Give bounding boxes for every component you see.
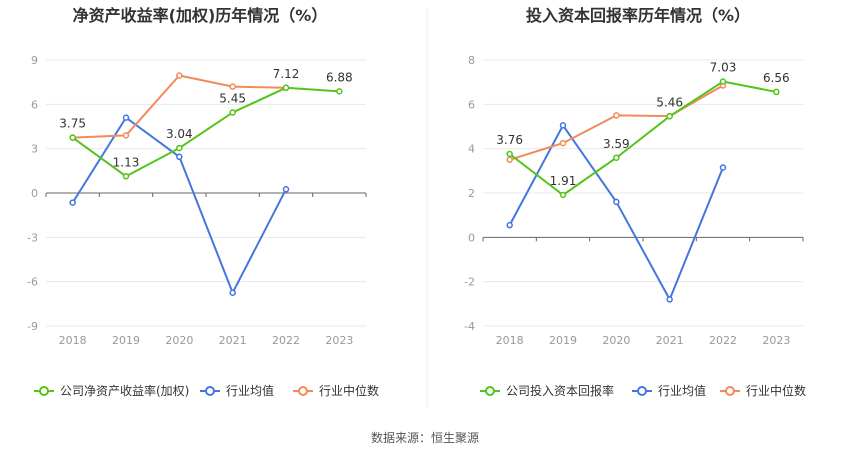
legend-swatch-marker [39,386,49,396]
series-point [69,134,76,141]
y-tick-label: 0 [31,187,38,200]
series-point [559,191,567,199]
data-label: 6.56 [763,71,790,85]
x-tick-label: 2018 [496,334,524,347]
x-tick-label: 2023 [762,334,790,347]
series-point [176,72,183,79]
y-tick-label: 9 [31,54,38,67]
y-tick-label: 6 [31,98,38,111]
data-label: 6.88 [326,70,353,84]
legend-swatch-marker [205,386,215,396]
series-point [506,150,513,158]
y-tick-label: 8 [468,54,475,67]
series-point [773,88,780,96]
legend-label: 公司投入资本回报率 [506,383,614,398]
data-label: 3.75 [59,117,86,131]
series-point [666,296,673,303]
series-point [559,139,567,147]
series-point [506,156,513,163]
series-point [229,83,236,90]
legend-swatch-marker [725,386,735,396]
x-tick-label: 2021 [219,334,247,347]
series-point [613,112,620,119]
x-tick-label: 2018 [59,334,87,347]
series-point [506,221,513,229]
x-tick-label: 2022 [272,334,300,347]
series-point [613,154,620,162]
legend-swatch-marker [637,386,647,396]
legend-label: 行业中位数 [746,383,806,398]
series-point [666,113,673,120]
legend-swatch-marker [298,386,308,396]
y-tick-label: -9 [27,320,38,333]
x-tick-label: 2021 [656,334,684,347]
data-label: 5.46 [656,95,683,109]
series-point [282,84,290,92]
series-point [122,132,130,139]
series-point [336,88,343,95]
data-label: 1.91 [550,174,577,188]
legend-label: 公司净资产收益率(加权) [60,383,189,398]
y-tick-label: -2 [464,276,475,289]
series-point [282,186,290,193]
x-tick-label: 2020 [602,334,630,347]
series-point [719,78,727,85]
x-tick-label: 2020 [165,334,193,347]
y-tick-label: 0 [468,231,475,244]
chart-1: 净资产收益率(加权)历年情况（%） 9 6 3 0 -3 -6 -9 2018 2019 2020 2… [27,6,379,398]
y-tick-label: 3 [31,143,38,156]
series-line [509,80,777,197]
series-point [613,198,620,206]
x-tick-label: 2019 [112,334,140,347]
y-tick-label: 6 [468,98,475,111]
legend-swatch-marker [485,386,495,396]
y-tick-label: -3 [27,231,38,244]
series-point [122,114,130,121]
series-point [229,109,236,116]
data-label: 3.04 [166,127,193,141]
legend-label: 行业均值 [658,383,706,398]
series-line [71,116,287,296]
series-point [719,164,727,171]
series-point [559,122,567,129]
y-tick-label: -6 [27,276,38,289]
data-label: 3.59 [603,137,630,151]
series-point [176,153,183,161]
y-tick-label: -4 [464,320,475,333]
data-label: 7.12 [273,67,300,81]
series-point [69,199,76,206]
data-label: 3.76 [496,133,523,147]
data-label: 1.13 [113,155,140,169]
chart-title: 净资产收益率(加权)历年情况（%） [73,6,328,25]
x-tick-label: 2022 [709,334,737,347]
chart-2: 投入资本回报率历年情况（%） 8 6 4 2 0 -2 -4 2018 2019 2020 2021 2… [464,6,806,398]
legend-label: 行业均值 [226,383,274,398]
x-tick-label: 2019 [549,334,577,347]
data-label: 7.03 [710,61,737,75]
data-source-label: 数据来源：恒生聚源 [370,431,479,445]
series-point [229,289,236,296]
series-line [72,86,340,178]
legend-label: 行业中位数 [319,383,379,398]
chart-title: 投入资本回报率历年情况（%） [526,6,750,25]
y-tick-label: 4 [468,143,475,156]
series-point [122,173,130,180]
data-label: 5.45 [219,91,246,105]
series-point [176,144,183,152]
series-line [508,123,724,302]
y-tick-label: 2 [468,187,475,200]
x-tick-label: 2023 [325,334,353,347]
